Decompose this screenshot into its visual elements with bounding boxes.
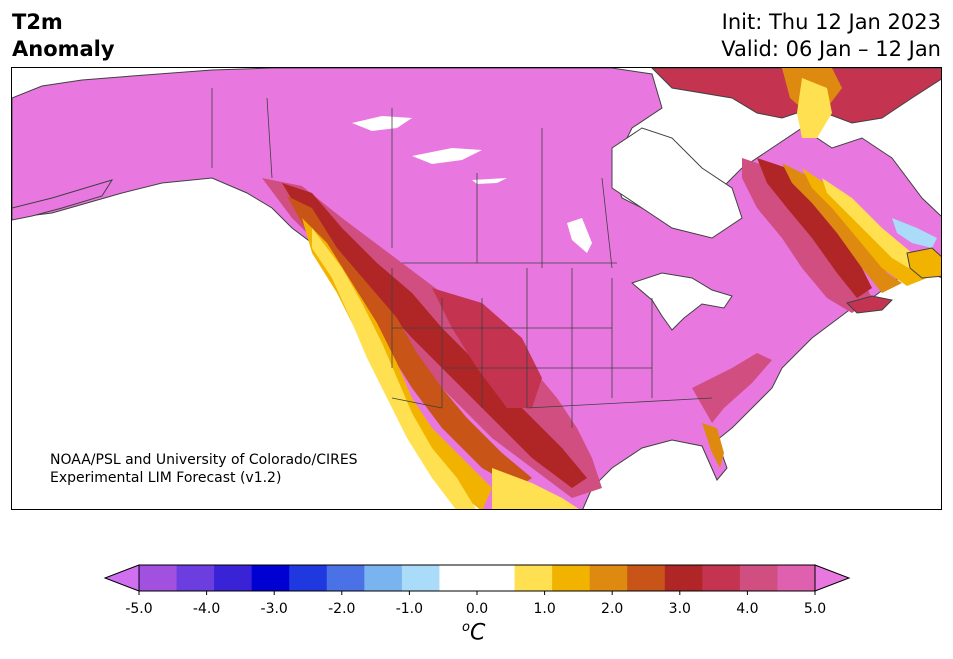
valid-range: Valid: 06 Jan – 12 Jan — [721, 37, 941, 61]
colorbar-segment — [739, 565, 778, 591]
colorbar-over-arrow — [814, 564, 851, 592]
unit-base: C — [469, 620, 486, 646]
colorbar-segment — [289, 565, 328, 591]
credit-line-1: NOAA/PSL and University of Colorado/CIRE… — [50, 452, 358, 468]
colorbar-segment — [514, 565, 553, 591]
greenland-band-plus1 — [797, 78, 832, 138]
lake-3 — [472, 178, 507, 184]
west-band-plus1 — [312, 228, 476, 509]
colorbar-segment — [251, 565, 290, 591]
lake-4 — [567, 218, 592, 253]
southeast-band-plus4 — [692, 353, 772, 423]
political-borders — [211, 88, 713, 428]
map-canvas — [12, 68, 941, 509]
anomaly-map: NOAA/PSL and University of Colorado/CIRE… — [11, 67, 942, 510]
colorbar-segment — [702, 565, 741, 591]
colorbar-segment — [477, 565, 516, 591]
map-title: T2m Anomaly — [12, 9, 115, 63]
labrador-band-plus1 — [822, 178, 937, 273]
title-line-1: T2m — [12, 10, 63, 34]
colorbar-segment — [401, 565, 440, 591]
colorbar-tick-label: -5.0 — [125, 601, 153, 617]
florida-plus2 — [702, 423, 724, 468]
lake-1 — [352, 116, 412, 131]
nova-scotia — [846, 295, 894, 314]
quebec-band-plus3 — [757, 158, 872, 298]
newfoundland — [906, 247, 941, 279]
hudson-bay — [611, 127, 743, 239]
colorbar-segment — [326, 565, 365, 591]
lake-2 — [412, 148, 482, 164]
colorbar-tick-label: 0.0 — [465, 601, 489, 617]
west-band-plus3 — [282, 183, 587, 488]
colorbar-segment — [552, 565, 591, 591]
colorbar-segment — [589, 565, 628, 591]
title-line-2: Anomaly — [12, 37, 115, 61]
colorbar-under-arrow — [103, 564, 140, 592]
init-date: Init: Thu 12 Jan 2023 — [721, 10, 941, 34]
colorbar-tick-label: 1.0 — [533, 601, 556, 617]
unit-superscript: o — [462, 620, 470, 635]
colorbar-segment — [627, 565, 666, 591]
quebec-band-plus2 — [782, 163, 902, 293]
rockies-core-plus3 — [432, 288, 542, 408]
colorbar-tick-label: 3.0 — [668, 601, 691, 617]
colorbar-tick-label: 4.0 — [736, 601, 759, 617]
colorbar-tick-label: -4.0 — [192, 601, 221, 617]
great-lakes — [631, 272, 733, 331]
credit-line-2: Experimental LIM Forecast (v1.2) — [50, 470, 282, 486]
labrador-cold — [892, 218, 937, 248]
colorbar-tick-label: 2.0 — [601, 601, 624, 617]
colorbar-segment — [439, 565, 478, 591]
colorbar-segment — [664, 565, 703, 591]
colorbar-segment — [364, 565, 403, 591]
colorbar-segment — [176, 565, 215, 591]
colorbar-segment — [214, 565, 253, 591]
west-band-plus25 — [287, 196, 532, 488]
colorbar-unit: oC — [462, 620, 485, 645]
colorbar-tick-label: -2.0 — [328, 601, 356, 617]
colorbar-tick-label: 5.0 — [803, 601, 827, 617]
colorbar-segment — [777, 565, 816, 591]
colorbar-tick-label: -1.0 — [395, 601, 424, 617]
forecast-dates: Init: Thu 12 Jan 2023 Valid: 06 Jan – 12… — [721, 9, 941, 63]
credit-text: NOAA/PSL and University of Colorado/CIRE… — [50, 451, 358, 487]
colorbar-segment — [139, 565, 178, 591]
colorbar-tick-label: -3.0 — [260, 601, 288, 617]
land-alaska-peninsula — [12, 179, 114, 221]
mexico-band-plus1 — [492, 468, 579, 509]
